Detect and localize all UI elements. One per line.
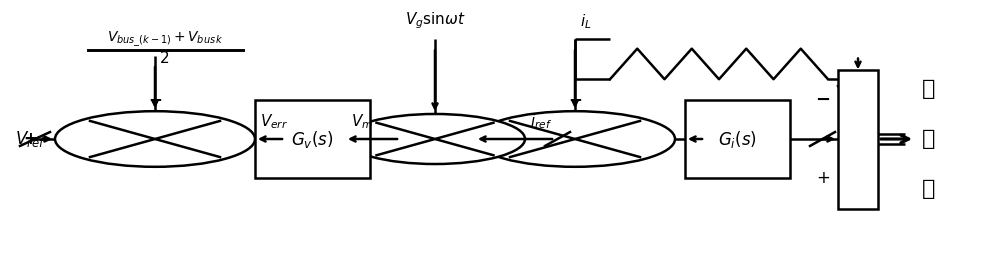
Text: 2: 2 <box>160 51 170 66</box>
Text: $V_{bus\_(k-1)}+V_{bus\,k}$: $V_{bus\_(k-1)}+V_{bus\,k}$ <box>107 29 223 49</box>
Text: $i_{ref}$: $i_{ref}$ <box>530 112 552 131</box>
Text: −: − <box>568 90 582 108</box>
Text: $G_v(s)$: $G_v(s)$ <box>291 128 334 150</box>
Text: $V_{err}$: $V_{err}$ <box>260 112 288 131</box>
Text: $V_{ref}$: $V_{ref}$ <box>15 129 46 149</box>
Text: $V_g\mathrm{sin}\omega t$: $V_g\mathrm{sin}\omega t$ <box>405 10 465 31</box>
Text: −: − <box>148 90 162 108</box>
Bar <box>255 100 370 178</box>
Bar <box>685 100 790 178</box>
Circle shape <box>345 114 525 164</box>
Text: $i_L$: $i_L$ <box>580 12 592 31</box>
Text: −: − <box>815 91 830 109</box>
Text: 空: 空 <box>922 129 935 149</box>
Text: $V_m$: $V_m$ <box>351 112 374 131</box>
Text: +: + <box>816 169 830 187</box>
Text: 比: 比 <box>922 179 935 199</box>
Text: +: + <box>23 130 37 148</box>
Text: +: + <box>443 130 457 148</box>
Text: 占: 占 <box>922 79 935 99</box>
Text: $G_i(s)$: $G_i(s)$ <box>718 128 757 150</box>
Bar <box>838 70 878 208</box>
